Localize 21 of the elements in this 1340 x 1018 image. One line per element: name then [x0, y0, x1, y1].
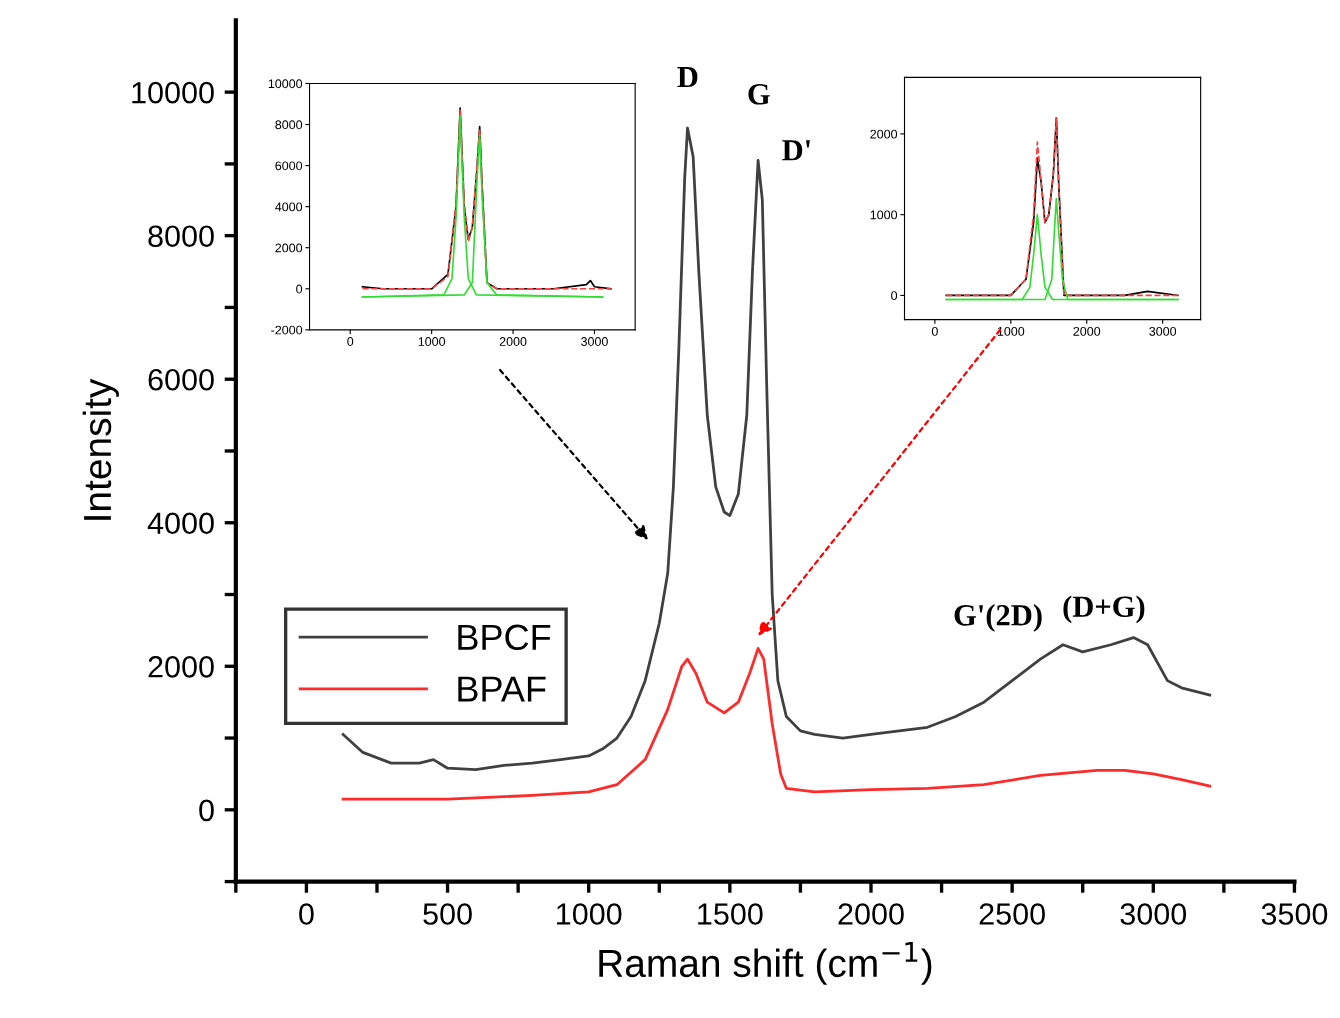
- annotation: D: [677, 67, 698, 88]
- legend-label: BPAF: [458, 676, 546, 702]
- y-tick-label: 8000: [148, 225, 214, 248]
- annotation: (D+G): [1063, 595, 1145, 624]
- x-tick-label: 3000: [1120, 903, 1187, 925]
- x-tick-label: 500: [423, 903, 472, 925]
- annotation: G'(2D): [954, 604, 1042, 632]
- legend-label: BPCF: [458, 624, 551, 651]
- y-tick-label: 6000: [148, 368, 214, 391]
- x-tick-label: 1000: [557, 903, 622, 925]
- x-tick-label: 1500: [698, 903, 763, 925]
- annotation: D': [782, 140, 810, 161]
- y-tick-label: 4000: [147, 512, 214, 535]
- x-tick-label: 2500: [979, 903, 1045, 925]
- annotation: G: [748, 84, 770, 105]
- y-tick-label: 0: [199, 799, 214, 822]
- y-tick-label: 10000: [132, 81, 214, 104]
- y-tick-label: 2000: [148, 656, 214, 678]
- x-tick-label: 3500: [1261, 903, 1328, 925]
- x-axis-title: Raman shift (cm$^{−1}$): [599, 942, 932, 985]
- y-axis-title: Intensity: [82, 378, 119, 520]
